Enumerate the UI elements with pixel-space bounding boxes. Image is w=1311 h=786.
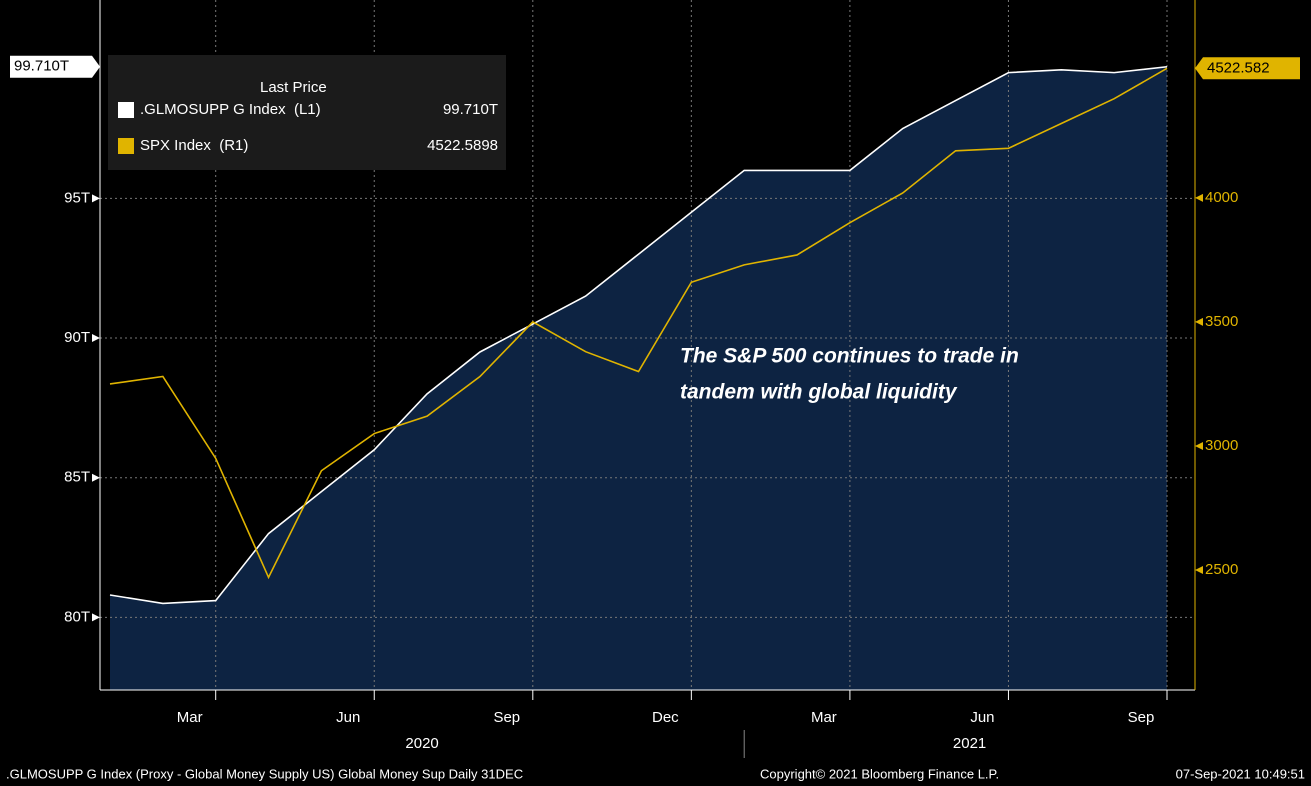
y2-tick xyxy=(1195,317,1203,326)
legend-label: .GLMOSUPP G Index (L1) xyxy=(140,101,321,118)
x-tick-label: Sep xyxy=(1128,709,1155,726)
legend-swatch xyxy=(118,138,134,154)
last-tag-label: 4522.582 xyxy=(1207,59,1270,76)
footer-timestamp: 07-Sep-2021 10:49:51 xyxy=(1176,766,1305,781)
y-tick-label: 95T xyxy=(64,189,90,206)
y2-tick-label: 2500 xyxy=(1205,561,1238,578)
legend-label: SPX Index (R1) xyxy=(140,137,248,154)
annotation: tandem with global liquidity xyxy=(680,381,958,404)
y-tick-label: 85T xyxy=(64,469,90,486)
line xyxy=(109,65,1168,605)
x-tick-label: Jun xyxy=(970,709,994,726)
legend: .GLMOSUPP G Index (L1) 99.710T SPX Index (… xyxy=(118,101,498,154)
y-tick-label: 80T xyxy=(64,608,90,625)
y-tick xyxy=(92,194,100,203)
x-tick-label: Jun xyxy=(336,709,360,726)
y2-tick-label: 4000 xyxy=(1205,189,1238,206)
x-tick-label: Sep xyxy=(493,709,520,726)
footer-copyright: Copyright© 2021 Bloomberg Finance L.P. xyxy=(760,766,999,781)
annotation: The S&P 500 continues to trade in xyxy=(680,345,1019,368)
year-label: 2021 xyxy=(953,735,986,752)
legend-value: 99.710T xyxy=(443,101,498,118)
legend-value: 4522.5898 xyxy=(427,137,498,154)
x-tick-label: Mar xyxy=(811,709,837,726)
line xyxy=(109,67,1168,580)
y2-tick-label: 3000 xyxy=(1205,437,1238,454)
legend-box xyxy=(108,55,506,170)
y-tick xyxy=(92,473,100,482)
x-tick-label: Mar xyxy=(177,709,203,726)
y2-tick-label: 3500 xyxy=(1205,313,1238,330)
x-tick-label: Dec xyxy=(652,709,679,726)
last-tag xyxy=(1195,57,1300,80)
last-tag xyxy=(10,55,100,78)
y2-tick xyxy=(1195,193,1203,202)
plot: 80T 85T 90T 95T 2500 3000 3500 4000 Mar Jun Sep Dec… xyxy=(10,0,1300,758)
y-tick xyxy=(92,613,100,622)
year-label: 2020 xyxy=(405,735,438,752)
footer-source: .GLMOSUPP G Index (Proxy - Global Money … xyxy=(6,766,523,781)
y-tick-label: 90T xyxy=(64,329,90,346)
legend-swatch xyxy=(118,102,134,118)
area xyxy=(110,66,1167,690)
y2-tick xyxy=(1195,565,1203,574)
y2-tick xyxy=(1195,441,1203,450)
last-tag-label: 99.710T xyxy=(14,58,69,75)
y-tick xyxy=(92,334,100,343)
legend-title: Last Price xyxy=(260,79,327,96)
